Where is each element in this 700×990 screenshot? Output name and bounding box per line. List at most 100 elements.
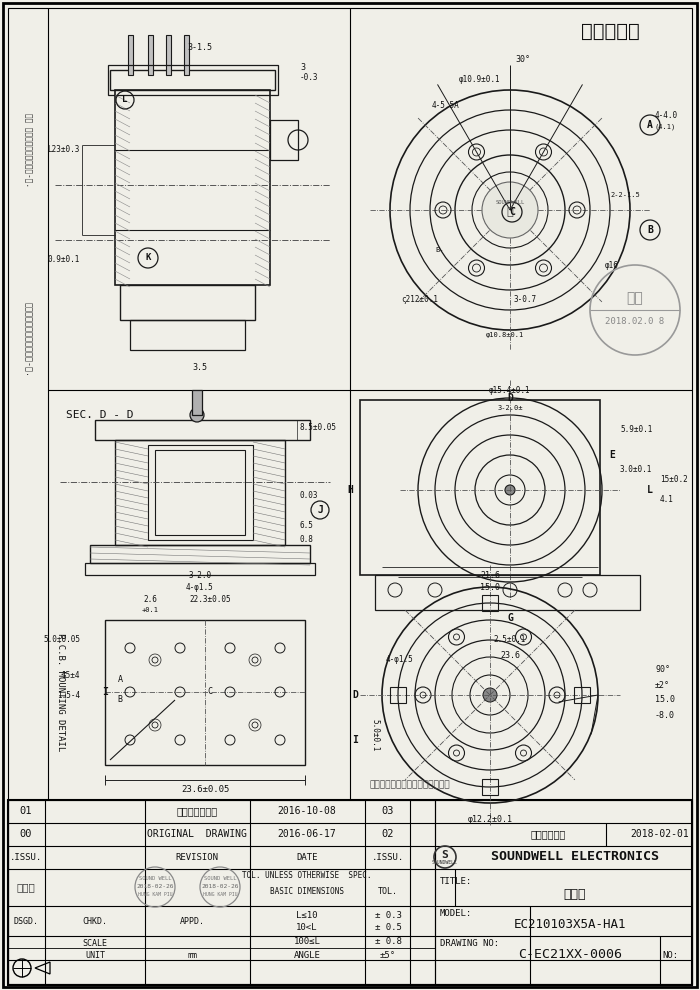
- Text: I: I: [102, 687, 108, 697]
- Text: UNIT: UNIT: [85, 950, 105, 959]
- Text: L: L: [647, 485, 653, 495]
- Text: SOUNDWELL ELECTRONICS: SOUNDWELL ELECTRONICS: [491, 850, 659, 863]
- Text: 出图: 出图: [626, 291, 643, 305]
- Text: 02: 02: [382, 829, 394, 839]
- Text: BASIC DIMENSIONS: BASIC DIMENSIONS: [270, 886, 344, 896]
- Text: HUNG KAM PIU: HUNG KAM PIU: [203, 893, 237, 898]
- Circle shape: [96, 683, 114, 701]
- Text: S: S: [442, 850, 449, 860]
- Text: B-: B-: [435, 247, 444, 253]
- Circle shape: [483, 688, 497, 702]
- Text: φ10.9±0.1: φ10.9±0.1: [459, 75, 500, 84]
- Text: P.C.B. MOUNTING DETAIL: P.C.B. MOUNTING DETAIL: [55, 633, 64, 751]
- Text: 01: 01: [20, 806, 32, 816]
- Bar: [95, 420, 310, 440]
- Text: 10<L: 10<L: [296, 923, 318, 932]
- Text: 赵雪飞: 赵雪飞: [17, 882, 36, 892]
- Text: C-EC21XX-0006: C-EC21XX-0006: [518, 948, 622, 961]
- Bar: [482, 779, 498, 795]
- Text: TITLE:: TITLE:: [440, 877, 473, 886]
- Bar: [115, 440, 285, 545]
- Circle shape: [346, 731, 364, 749]
- Bar: [85, 563, 315, 575]
- Bar: [115, 90, 270, 285]
- Text: DATE: DATE: [296, 852, 318, 861]
- Text: 15.0: 15.0: [655, 696, 675, 705]
- Bar: [155, 450, 245, 535]
- Text: 5.9±0.1: 5.9±0.1: [620, 426, 652, 435]
- Text: APPD.: APPD.: [179, 917, 204, 926]
- Text: ±2°: ±2°: [655, 680, 670, 689]
- Bar: [148, 445, 253, 540]
- Text: 注： 自攻重复紧螺丝只小①-①.: 注： 自攻重复紧螺丝只小①-①.: [24, 113, 32, 187]
- Text: J: J: [317, 505, 323, 515]
- Text: 2018-02-26: 2018-02-26: [202, 884, 239, 889]
- Text: 4-φ1.5: 4-φ1.5: [386, 655, 414, 664]
- Text: 00: 00: [20, 829, 32, 839]
- Text: ANGLE: ANGLE: [293, 950, 321, 959]
- Text: ①: ①: [507, 207, 513, 217]
- Text: 5.0±0.05: 5.0±0.05: [43, 636, 80, 644]
- Text: 8.5±0.05: 8.5±0.05: [300, 424, 337, 433]
- Text: 1.5-4: 1.5-4: [57, 690, 80, 700]
- Text: 4-φ1.5: 4-φ1.5: [186, 583, 214, 592]
- Text: 2018-02-01: 2018-02-01: [631, 829, 690, 839]
- Text: 2018.02.0 8: 2018.02.0 8: [606, 318, 664, 327]
- Text: 2-2-1.5: 2-2-1.5: [610, 192, 640, 198]
- Text: -8.0: -8.0: [655, 711, 675, 720]
- Text: C: C: [207, 687, 213, 697]
- Bar: [482, 595, 498, 611]
- Bar: [192, 390, 202, 415]
- Text: φ10.8±0.1: φ10.8±0.1: [486, 332, 524, 338]
- Text: G: G: [507, 613, 513, 623]
- Bar: [108, 65, 278, 95]
- Text: 3-1.5: 3-1.5: [188, 44, 213, 52]
- Text: MODEL:: MODEL:: [440, 910, 473, 919]
- Circle shape: [190, 408, 204, 422]
- Circle shape: [503, 203, 517, 217]
- Bar: [375, 575, 640, 610]
- Circle shape: [501, 389, 519, 407]
- Text: ORIGINAL  DRAWING: ORIGINAL DRAWING: [147, 829, 247, 839]
- Circle shape: [341, 481, 359, 499]
- Text: φ15.4±0.1: φ15.4±0.1: [489, 386, 531, 395]
- Text: DRAWING NO:: DRAWING NO:: [440, 940, 499, 948]
- Text: D: D: [352, 690, 358, 700]
- Text: 21.6: 21.6: [480, 570, 500, 579]
- Circle shape: [641, 481, 659, 499]
- Bar: [360, 400, 600, 575]
- Text: 2016-06-17: 2016-06-17: [278, 829, 337, 839]
- Text: .ISSU.: .ISSU.: [10, 852, 42, 861]
- Text: 23.6±0.05: 23.6±0.05: [181, 785, 229, 795]
- Text: 文件发行章: 文件发行章: [580, 22, 639, 41]
- Text: SCALE: SCALE: [83, 940, 108, 948]
- Text: 4-5.5A: 4-5.5A: [431, 101, 459, 110]
- Text: 22.3±0.05: 22.3±0.05: [189, 596, 231, 605]
- Bar: [165, 35, 171, 75]
- Text: 0.8: 0.8: [300, 536, 314, 544]
- Text: 5.0±0.1: 5.0±0.1: [370, 719, 379, 751]
- Text: SOUNDWELL: SOUNDWELL: [496, 200, 524, 205]
- Text: 23.6: 23.6: [500, 650, 520, 659]
- Text: 2.5±0.1: 2.5±0.1: [494, 636, 526, 644]
- Text: D: D: [507, 393, 513, 403]
- Text: 03: 03: [382, 806, 394, 816]
- Text: HUNG KAM PIU: HUNG KAM PIU: [138, 893, 172, 898]
- Circle shape: [603, 446, 621, 464]
- Bar: [130, 320, 245, 350]
- Text: SOUND WELL: SOUND WELL: [139, 876, 172, 881]
- Text: 符合产品示范及验收规范之后用途: 符合产品示范及验收规范之后用途: [370, 780, 451, 789]
- Text: 2018-02-26: 2018-02-26: [136, 884, 174, 889]
- Text: .ISSU.: .ISSU.: [372, 852, 404, 861]
- Text: 15±4: 15±4: [62, 670, 80, 679]
- Text: 修改压针孔位置: 修改压针孔位置: [176, 806, 218, 816]
- Text: 3-0.7: 3-0.7: [513, 295, 537, 305]
- Bar: [8, 800, 692, 985]
- Text: ±5°: ±5°: [380, 950, 396, 959]
- Text: B: B: [647, 225, 653, 235]
- Text: 6.5: 6.5: [300, 521, 314, 530]
- Text: 90°: 90°: [655, 665, 670, 674]
- Bar: [574, 687, 590, 703]
- Text: A: A: [647, 120, 653, 130]
- Text: 2016-10-08: 2016-10-08: [278, 806, 337, 816]
